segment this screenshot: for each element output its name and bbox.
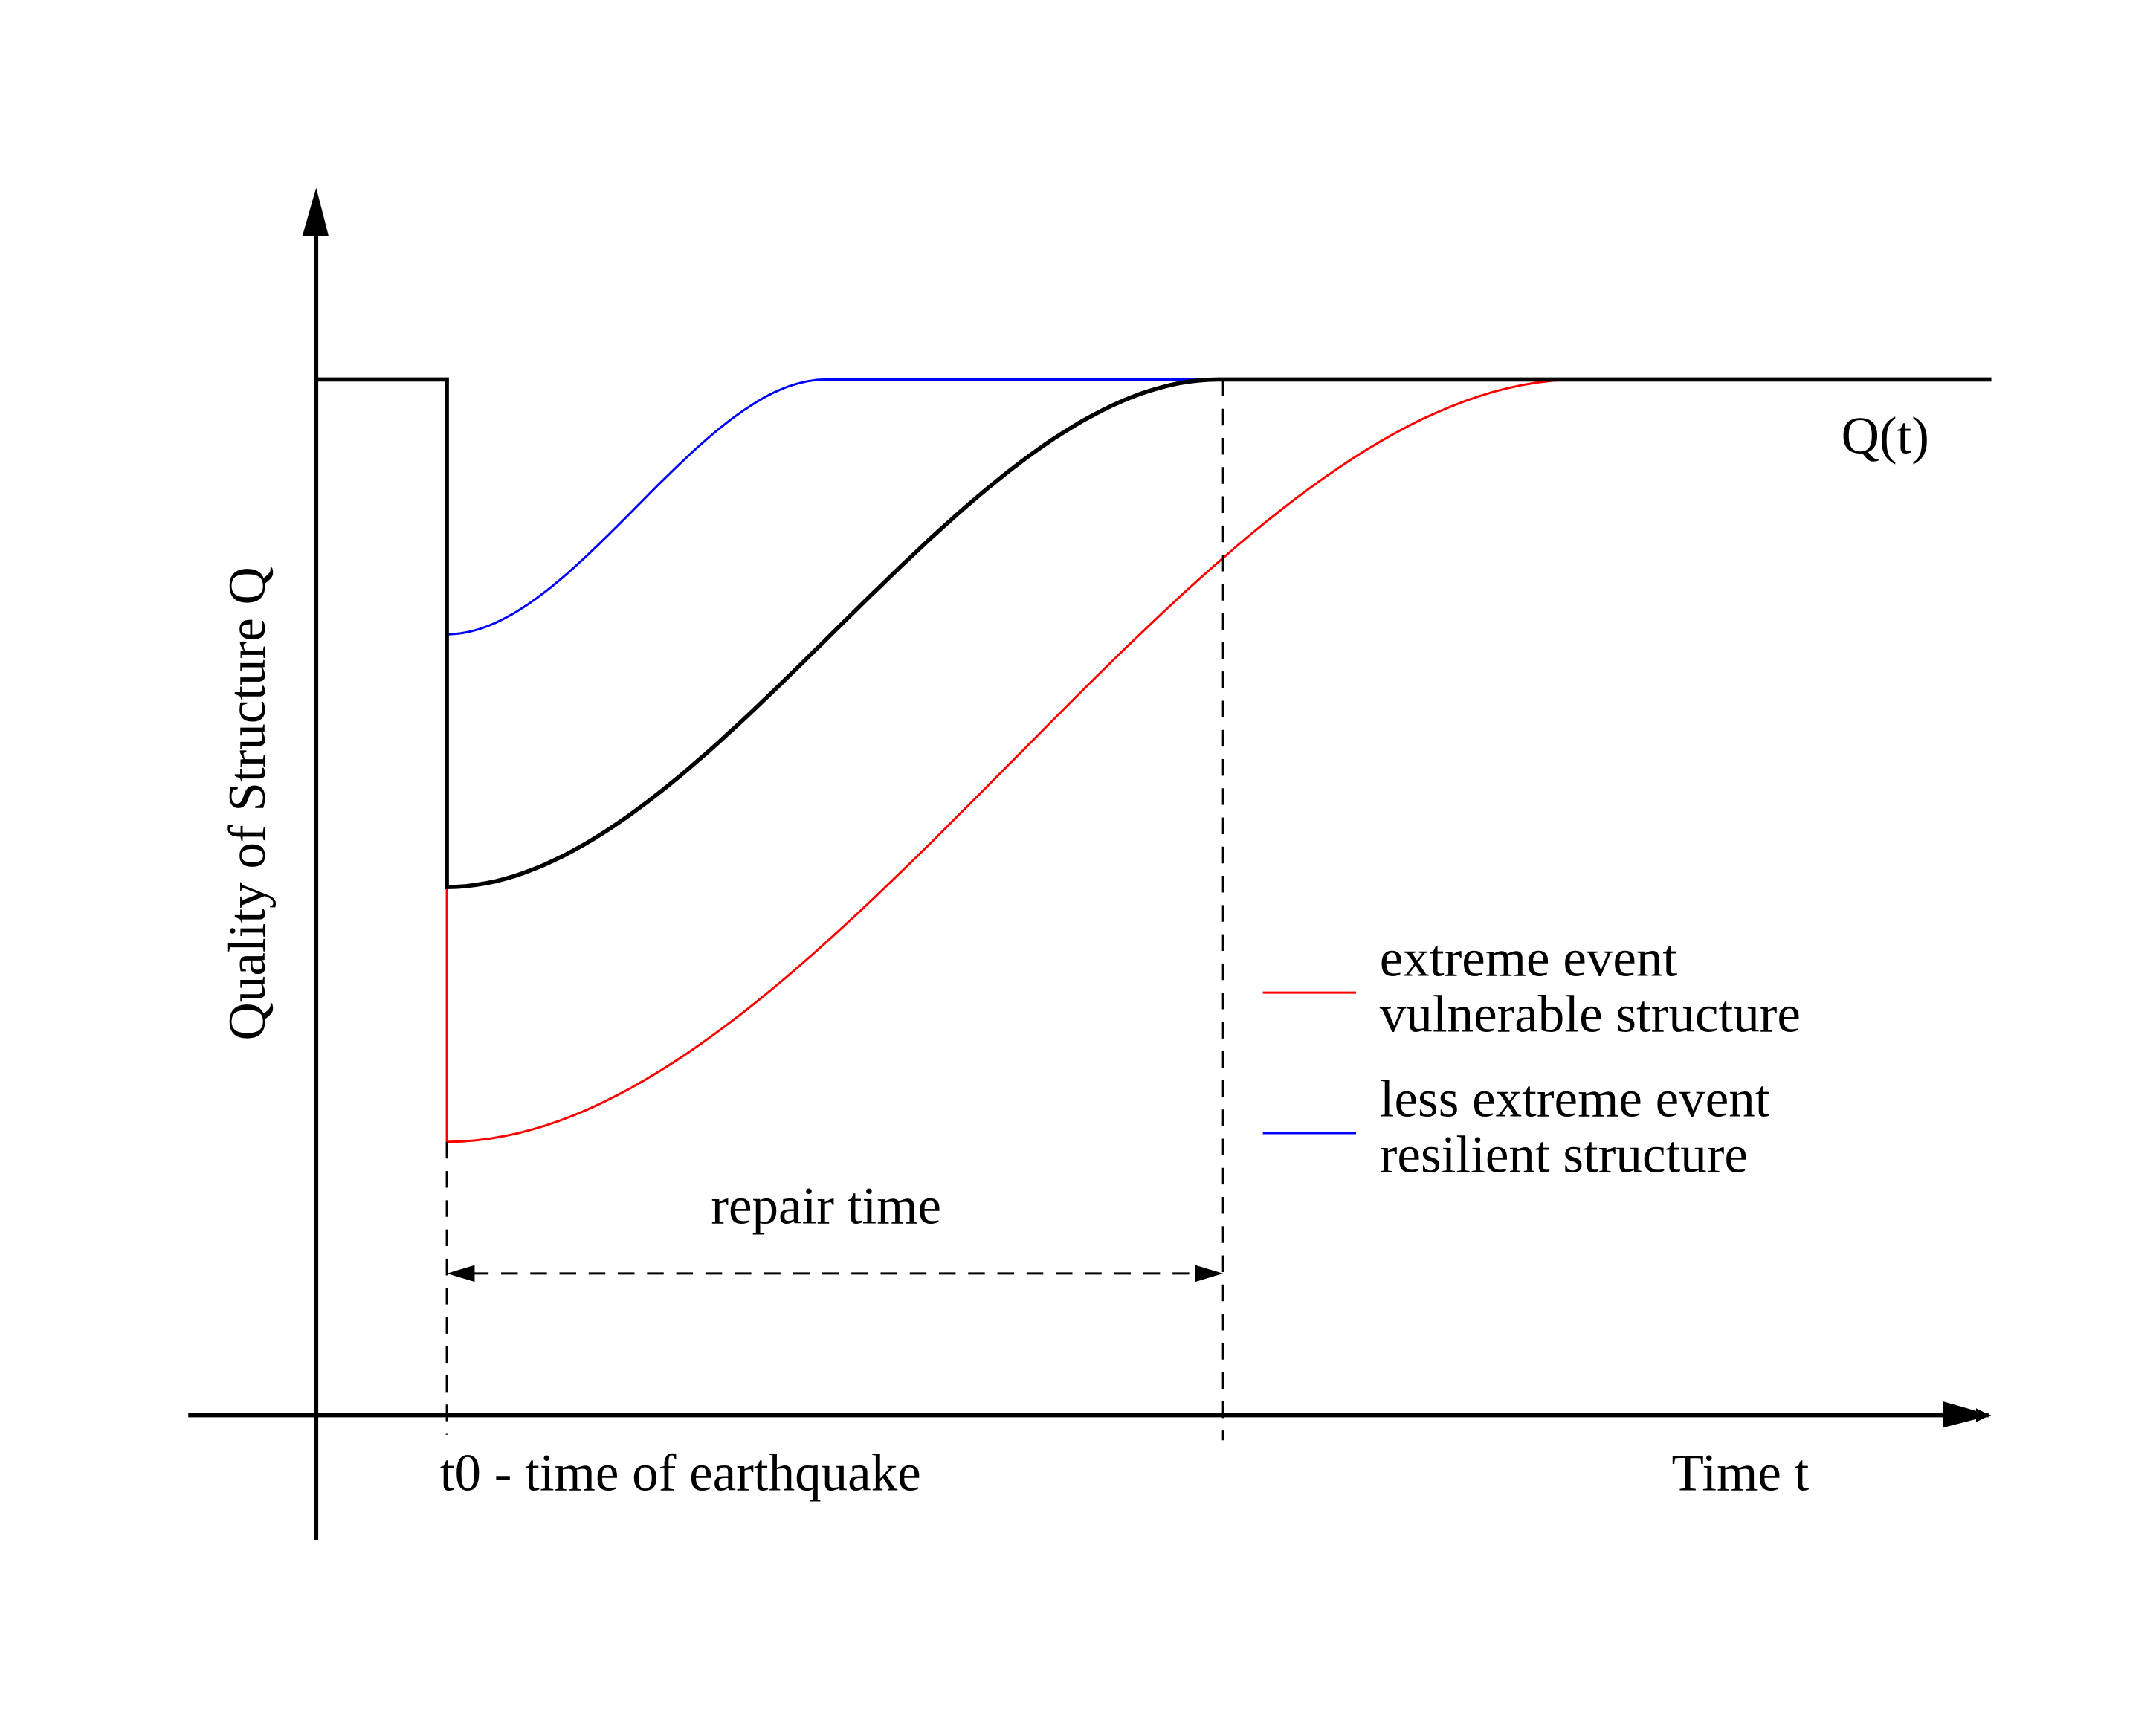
x-axis-label: Time t: [1671, 1445, 1809, 1503]
arrow-left-icon: [447, 1265, 475, 1282]
series-line-q: [316, 377, 1992, 889]
repair-time-label: repair time: [711, 1178, 941, 1236]
x-axis-arrow-icon: [1943, 1401, 1992, 1428]
y-axis-arrow-icon: [302, 187, 329, 236]
legend-red-line2: vulnerable structure: [1380, 985, 1801, 1043]
q-curve-label: Q(t): [1842, 407, 1929, 465]
legend-blue-line1: less extreme event: [1380, 1071, 1770, 1129]
t0-label: t0 - time of earthquake: [440, 1445, 921, 1503]
legend-blue-line2: resilient structure: [1380, 1126, 1748, 1184]
series-line-resilient: [447, 378, 1219, 636]
arrow-right-icon: [1195, 1265, 1224, 1282]
y-axis-label: Quality of Structure Q: [219, 567, 277, 1040]
legend-red-line1: extreme event: [1380, 930, 1678, 988]
series-line-vulnerable: [447, 378, 1992, 1143]
